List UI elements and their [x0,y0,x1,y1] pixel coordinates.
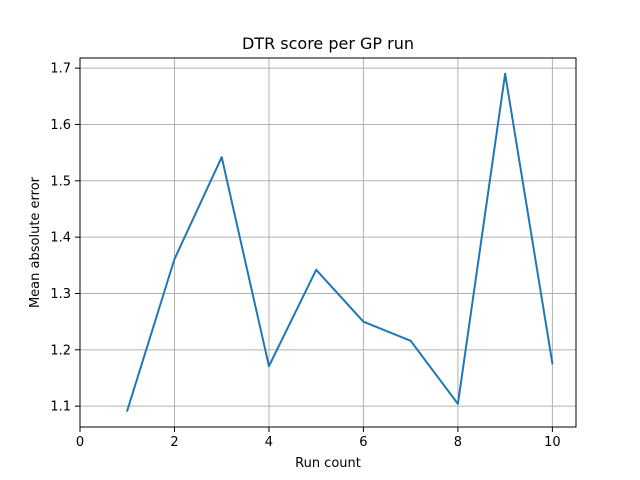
x-tick-label: 4 [265,435,273,450]
y-tick-label: 1.7 [50,62,71,77]
series-layer [125,72,554,412]
x-tick-label: 8 [454,435,462,450]
plot-area [80,58,576,427]
y-tick-label: 1.1 [50,400,71,415]
x-axis-label: Run count [295,456,361,471]
grid-lines [79,58,576,427]
y-tick-label: 1.5 [50,174,71,189]
chart-title: DTR score per GP run [242,34,414,53]
y-tick-label: 1.3 [50,287,71,302]
x-tick-label: 2 [170,435,178,450]
x-tick-label: 10 [544,435,561,450]
y-tick-label: 1.6 [50,118,71,133]
axes-frame [79,57,577,428]
x-tick-label: 0 [76,435,84,450]
y-tick-label: 1.4 [50,231,71,246]
y-tick-label: 1.2 [50,343,71,358]
series-line [125,72,554,412]
y-axis-label: Mean absolute error [28,176,43,308]
axes-border [79,57,577,428]
axis-ticks: 0 2 4 6 8 10 1.1 1.2 1.3 1.4 1.5 1.6 1.7 [50,62,560,450]
x-tick-label: 6 [359,435,367,450]
